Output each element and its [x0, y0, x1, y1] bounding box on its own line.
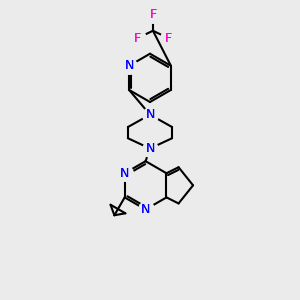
- Text: N: N: [145, 142, 155, 155]
- Text: F: F: [165, 32, 172, 45]
- Text: F: F: [149, 8, 157, 21]
- Text: N: N: [145, 108, 155, 121]
- Text: F: F: [165, 32, 172, 45]
- Text: N: N: [145, 142, 155, 155]
- Text: N: N: [124, 59, 134, 72]
- Text: F: F: [149, 8, 157, 21]
- Text: F: F: [134, 32, 141, 45]
- Text: N: N: [145, 108, 155, 121]
- Text: N: N: [120, 167, 129, 180]
- Text: N: N: [124, 59, 134, 72]
- Text: F: F: [134, 32, 141, 45]
- Text: N: N: [141, 203, 150, 216]
- Text: N: N: [120, 167, 129, 180]
- Text: N: N: [141, 203, 150, 216]
